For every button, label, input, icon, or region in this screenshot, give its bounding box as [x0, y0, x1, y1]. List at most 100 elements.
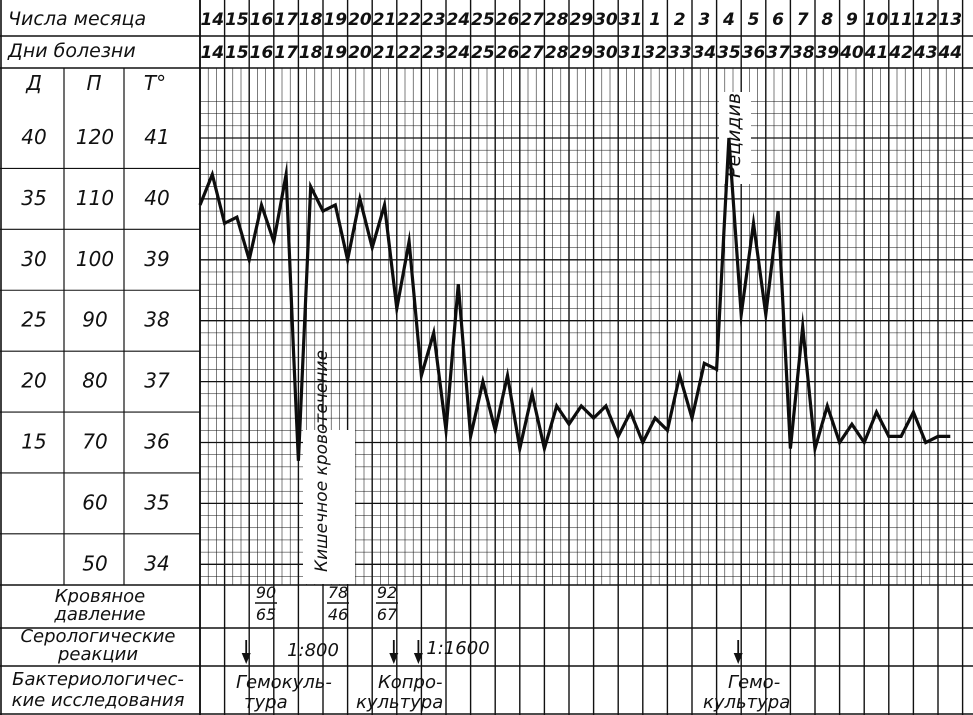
down-arrow-head	[389, 653, 399, 664]
bp-dia-3: 67	[377, 605, 398, 624]
temperature-line	[198, 137, 951, 461]
pulse-p-label: П	[86, 71, 101, 95]
serology-2: 1:1600	[426, 638, 489, 659]
test-arrows	[241, 640, 743, 664]
illness-day-tick: 25	[471, 43, 495, 63]
illness-day-tick: 16	[250, 43, 274, 63]
relapse-annotation-box	[719, 92, 751, 184]
month-date-tick: 13	[938, 10, 962, 30]
temperature-tick: 36	[144, 430, 169, 454]
pulse-p-tick: 50	[82, 551, 107, 575]
illness-day-tick: 31	[619, 43, 643, 63]
month-date-tick: 27	[520, 10, 544, 30]
bp-sys-2: 78	[328, 583, 348, 602]
relapse-annotation: Рецидив	[723, 93, 745, 178]
month-dates-label: Числа месяца	[8, 8, 146, 30]
month-date-tick: 24	[446, 10, 470, 30]
illness-day-tick: 37	[766, 43, 790, 63]
illness-day-tick: 29	[569, 43, 593, 63]
day-header: 14 15 16 17 18 19 20 21 22 23 24 25 26 27 28 29 30 31 1 2 3 4…	[200, 10, 962, 63]
month-date-tick: 12	[914, 10, 938, 30]
illness-day-tick: 34	[692, 43, 716, 63]
bp-dia-2: 46	[328, 605, 348, 624]
month-date-tick: 16	[250, 10, 274, 30]
pulse-d-tick: 20	[21, 369, 46, 393]
month-date-tick: 21	[373, 10, 397, 30]
month-date-tick: 4	[722, 10, 735, 30]
illness-day-tick: 21	[373, 43, 397, 63]
serology-label-line1: Серологические	[20, 626, 175, 647]
bacteriology-label-line1: Бактериологичес-	[12, 669, 184, 690]
illness-day-tick: 30	[594, 43, 618, 63]
temperature-tick: 40	[144, 186, 169, 210]
bacteriology-1-line2: тура	[244, 692, 288, 713]
pulse-d-tick: 40	[21, 125, 46, 149]
temperature-tick: 39	[144, 247, 169, 271]
pulse-p-tick: 70	[82, 430, 107, 454]
illness-day-tick: 14	[200, 43, 224, 63]
illness-day-tick: 42	[888, 43, 913, 63]
illness-day-tick: 17	[274, 43, 298, 63]
illness-day-tick: 32	[643, 43, 667, 63]
blood-pressure-label-line1: Кровяное	[55, 586, 146, 607]
bacteriology-1-line1: Гемокуль-	[236, 672, 332, 693]
month-date-tick: 29	[569, 10, 593, 30]
pulse-d-tick: 30	[21, 247, 46, 271]
illness-day-tick: 43	[913, 43, 938, 63]
illness-day-tick: 33	[668, 43, 692, 63]
down-arrow-head	[733, 653, 743, 664]
pulse-p-tick: 120	[76, 125, 114, 149]
temperature-tick: 41	[144, 125, 169, 149]
month-date-tick: 7	[797, 10, 809, 30]
illness-day-tick: 20	[348, 43, 372, 63]
month-date-tick: 17	[274, 10, 298, 30]
bacteriology-2-line2: культура	[356, 692, 443, 713]
pulse-d-tick: 25	[21, 308, 46, 332]
pulse-d-tick: 35	[21, 186, 46, 210]
month-date-tick: 10	[865, 10, 889, 30]
month-date-tick: 14	[200, 10, 224, 30]
temperature-tick: 34	[144, 551, 169, 575]
month-date-tick: 23	[422, 10, 446, 30]
month-date-tick: 11	[889, 10, 913, 30]
pulse-p-tick: 80	[82, 369, 107, 393]
illness-days-label: Дни болезни	[7, 40, 136, 62]
illness-day-tick: 26	[496, 43, 520, 63]
bacteriology-3-line2: культура	[703, 692, 790, 713]
month-date-tick: 26	[496, 10, 520, 30]
temperature-tick: 38	[144, 308, 169, 332]
illness-day-tick: 15	[225, 43, 249, 63]
illness-day-tick: 39	[815, 43, 839, 63]
bp-sys-3: 92	[377, 583, 397, 602]
month-date-tick: 31	[619, 10, 643, 30]
month-date-tick: 20	[348, 10, 372, 30]
month-date-tick: 8	[821, 10, 833, 30]
pulse-p-tick: 90	[82, 308, 107, 332]
pulse-p-tick: 110	[76, 186, 114, 210]
bacteriology-label-line2: кие исследования	[12, 690, 185, 711]
illness-day-tick: 24	[446, 43, 470, 63]
pulse-d-tick: 15	[21, 430, 46, 454]
month-date-tick: 18	[299, 10, 323, 30]
blood-pressure-label-line2: давление	[53, 604, 145, 625]
illness-day-tick: 18	[299, 43, 323, 63]
illness-day-tick: 36	[742, 43, 766, 63]
illness-day-tick: 38	[791, 43, 815, 63]
illness-day-tick: 41	[864, 43, 889, 63]
temperature-series	[198, 137, 951, 461]
month-date-tick: 6	[772, 10, 784, 30]
down-arrow-head	[241, 653, 251, 664]
illness-day-tick: 27	[520, 43, 544, 63]
illness-day-tick: 23	[422, 43, 446, 63]
temperature-label: Т°	[144, 71, 166, 95]
month-date-tick: 2	[674, 10, 686, 30]
bacteriology-2-line1: Копро-	[378, 672, 443, 693]
illness-day-tick: 28	[545, 43, 569, 63]
month-date-tick: 15	[225, 10, 249, 30]
month-date-tick: 3	[698, 10, 710, 30]
illness-day-tick: 19	[323, 43, 347, 63]
temperature-tick: 37	[144, 369, 170, 393]
month-date-tick: 19	[323, 10, 347, 30]
